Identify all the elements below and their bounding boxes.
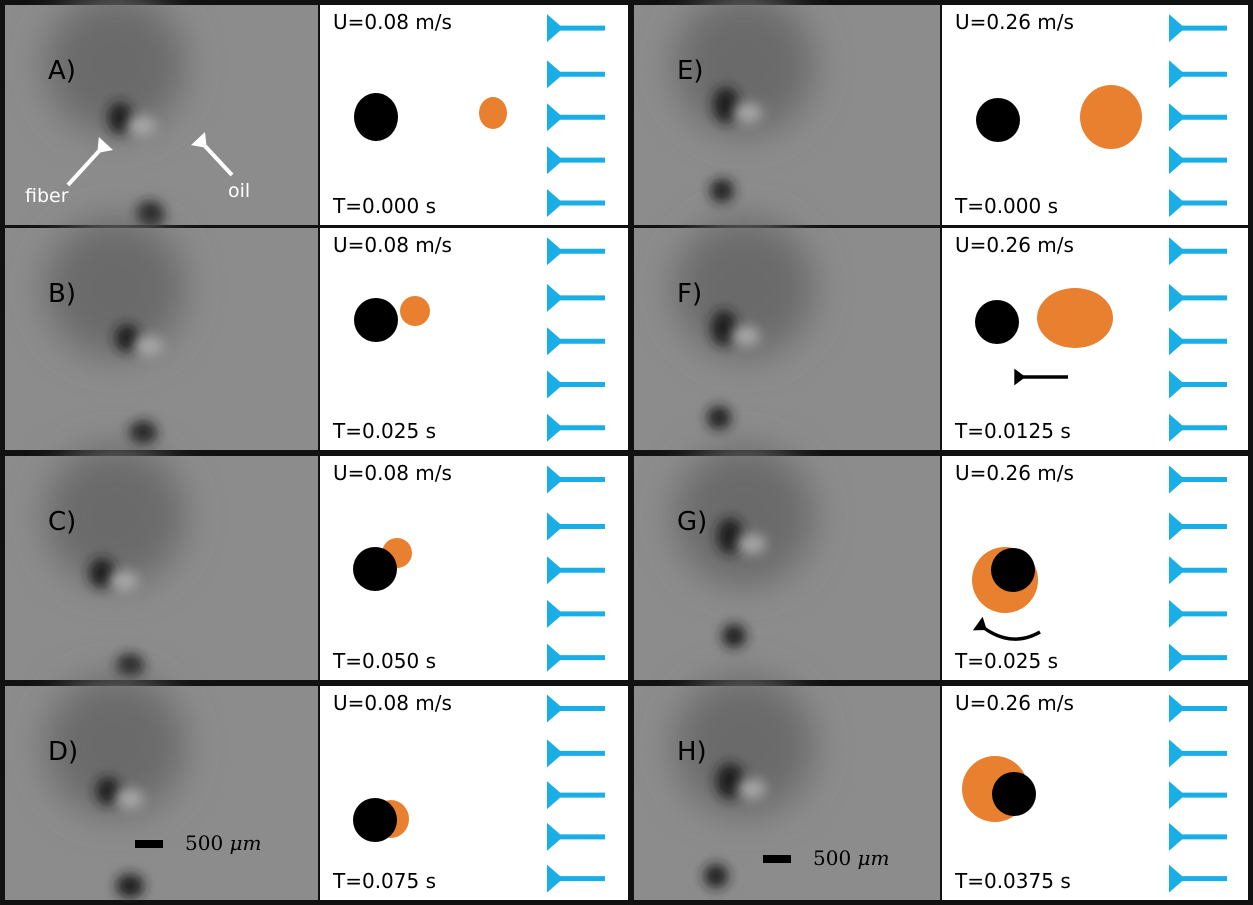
photo-blob	[710, 179, 734, 203]
fiber	[353, 547, 397, 591]
time-label: T=0.000 s	[332, 194, 436, 218]
panel-label: C)	[48, 507, 76, 537]
scale-value: 500	[185, 831, 223, 855]
figure: A) U=0.08 m/s T=0.000 s B) U=0.08 m/s T=0.025…	[0, 0, 1253, 905]
time-label: T=0.075 s	[332, 869, 436, 893]
panel-label: G)	[677, 507, 707, 537]
panel-label: H)	[677, 737, 707, 767]
fiber	[991, 548, 1035, 592]
photo-highlight	[738, 779, 766, 799]
fiber-label: fiber	[25, 185, 69, 207]
photo-blob	[116, 874, 144, 898]
velocity-label: U=0.26 m/s	[955, 461, 1074, 485]
panel: C) U=0.08 m/s T=0.050 s	[5, 446, 628, 680]
photo-highlight	[116, 789, 144, 809]
scale-bar	[135, 840, 163, 848]
scale-label: 500 μm	[185, 831, 262, 855]
time-label: T=0.000 s	[954, 194, 1058, 218]
oil-droplet	[479, 97, 507, 129]
oil-label: oil	[228, 180, 250, 202]
photo-blob	[129, 421, 157, 445]
oil-droplet	[1080, 85, 1142, 149]
scale-label: 500 μm	[813, 846, 890, 870]
panel-label: F)	[677, 279, 702, 309]
oil-droplet	[400, 296, 430, 326]
photo-highlight	[732, 326, 760, 346]
photo-blob	[116, 654, 144, 678]
velocity-label: U=0.08 m/s	[333, 461, 452, 485]
photo-highlight	[738, 534, 766, 554]
fiber	[992, 772, 1036, 816]
photo-blob	[108, 102, 132, 134]
photo-highlight	[128, 116, 156, 136]
time-label: T=0.0375 s	[954, 869, 1071, 893]
panel: D) U=0.08 m/s T=0.075 s 500 μm	[5, 676, 628, 900]
time-label: T=0.025 s	[332, 419, 436, 443]
panel-label: E)	[677, 56, 704, 86]
fiber	[976, 98, 1020, 142]
photo-blob	[722, 624, 746, 648]
scale-unit: μm	[858, 846, 890, 870]
photo-blob	[707, 406, 731, 430]
photo-highlight	[135, 336, 163, 356]
panel-label: D)	[48, 737, 78, 767]
photo-highlight	[110, 571, 138, 591]
photo-highlight	[734, 103, 762, 123]
oil-droplet	[1037, 288, 1113, 348]
scale-value: 500	[813, 846, 851, 870]
time-label: T=0.025 s	[954, 649, 1058, 673]
fiber	[354, 93, 398, 141]
panel: B) U=0.08 m/s T=0.025 s	[5, 218, 628, 450]
panel: A) U=0.08 m/s T=0.000 s	[5, 0, 628, 229]
fiber	[353, 798, 397, 842]
velocity-label: U=0.26 m/s	[955, 691, 1074, 715]
velocity-label: U=0.26 m/s	[955, 233, 1074, 257]
photo-blob	[704, 864, 728, 888]
panel-label: A)	[48, 56, 76, 86]
velocity-label: U=0.26 m/s	[955, 10, 1074, 34]
velocity-label: U=0.08 m/s	[333, 233, 452, 257]
fiber	[354, 298, 398, 342]
photo-blob	[713, 87, 739, 123]
fiber	[975, 300, 1019, 344]
velocity-label: U=0.08 m/s	[333, 10, 452, 34]
photo-blob	[711, 310, 737, 346]
velocity-label: U=0.08 m/s	[333, 691, 452, 715]
panel-label: B)	[48, 279, 76, 309]
scale-unit: μm	[230, 831, 262, 855]
time-label: T=0.050 s	[332, 649, 436, 673]
time-label: T=0.0125 s	[954, 419, 1071, 443]
scale-bar	[763, 855, 791, 863]
photo-blob	[717, 518, 743, 554]
